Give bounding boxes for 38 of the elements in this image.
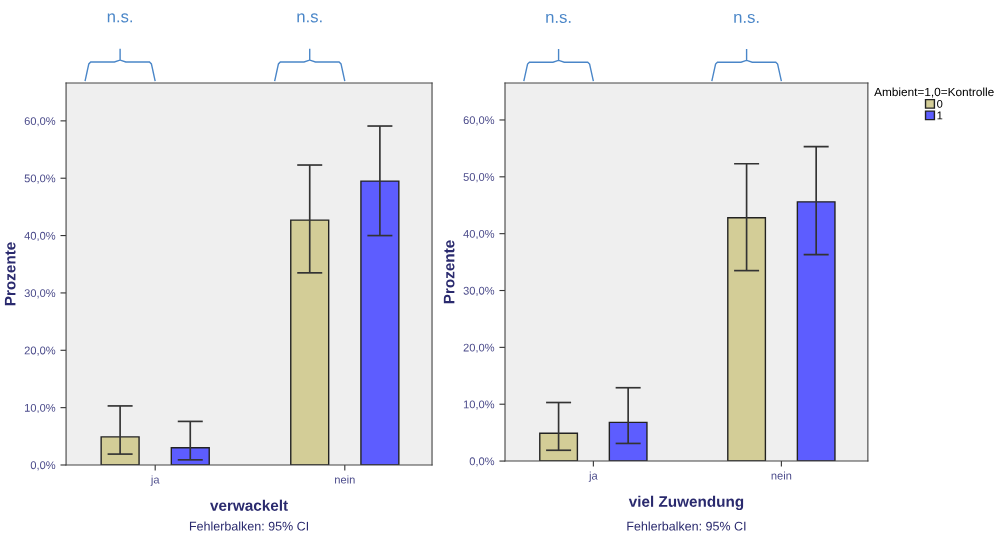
- text: Fehlerbalken: 95% CI: [627, 521, 746, 531]
- bar: [727, 217, 767, 462]
- bar: [290, 219, 330, 465]
- y-tick-label: 60,0%: [24, 117, 56, 127]
- y-tick-label: 10,0%: [463, 400, 495, 410]
- y-tick-label: 20,0%: [24, 346, 56, 356]
- x-tick-label: ja: [588, 471, 598, 482]
- x-tick-label: nein: [335, 475, 355, 484]
- y-tick-label: 20,0%: [463, 343, 495, 353]
- y-tick-label: 30,0%: [24, 289, 56, 299]
- bar: [608, 421, 648, 462]
- y-tick-label: 40,0%: [24, 231, 56, 242]
- text: n.s.: [734, 13, 759, 24]
- text: n.s.: [297, 13, 322, 23]
- text: n.s.: [107, 13, 133, 23]
- bar: [360, 180, 400, 465]
- y-tick-label: 10,0%: [24, 403, 56, 414]
- bar: [796, 201, 836, 462]
- y-axis-title: Prozente: [4, 242, 16, 306]
- x-tick-label: nein: [771, 471, 792, 480]
- y-tick-label: 50,0%: [463, 173, 495, 183]
- y-tick-label: 0,0%: [469, 457, 495, 467]
- legend-label: 1: [937, 111, 943, 120]
- x-tick-label: ja: [150, 475, 160, 486]
- x-axis-title: viel Zuwendung: [628, 495, 744, 511]
- text: n.s.: [546, 13, 571, 24]
- y-tick-label: 40,0%: [463, 229, 495, 240]
- y-tick-label: 50,0%: [24, 174, 56, 184]
- y-tick-label: 60,0%: [463, 116, 495, 126]
- legend-title: Ambient=1,0=Kontrolle: [874, 87, 994, 98]
- y-axis-title: Prozente: [443, 240, 455, 304]
- x-axis-title: verwackelt: [210, 499, 288, 511]
- legend-label: 0: [937, 99, 943, 108]
- y-tick-label: 30,0%: [463, 286, 495, 296]
- text: Fehlerbalken: 95% CI: [189, 521, 308, 531]
- y-tick-label: 0,0%: [30, 461, 56, 471]
- bar: [100, 436, 140, 465]
- bar: [539, 432, 579, 462]
